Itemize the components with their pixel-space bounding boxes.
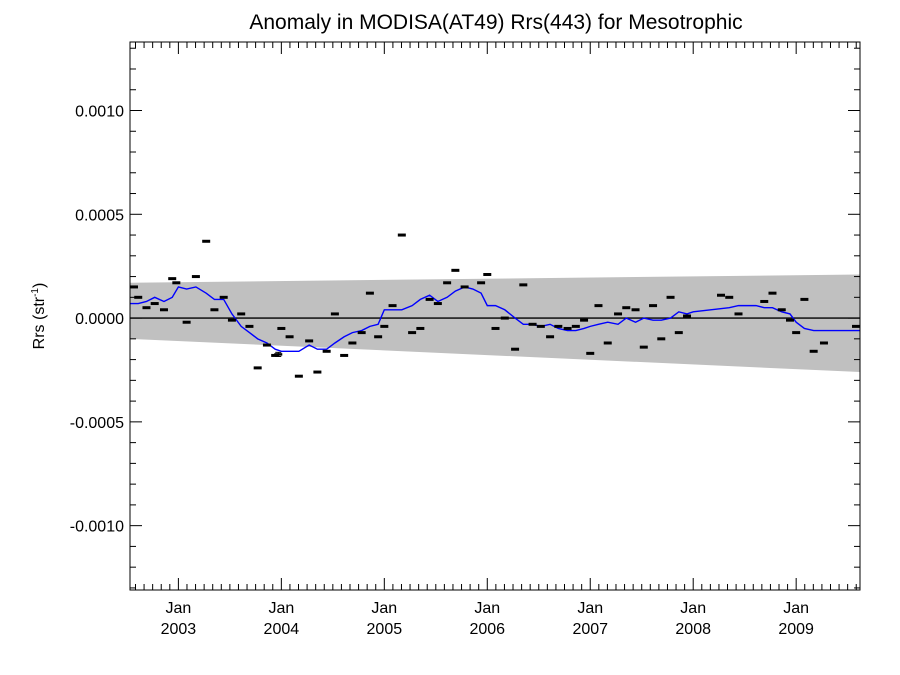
x-tick-month-label: Jan (680, 600, 706, 617)
y-tick-label: -0.0010 (70, 519, 124, 536)
y-axis-tick-labels: 0.0010 0.0005 0.0000 -0.0005 -0.0010 (70, 104, 124, 536)
x-tick-year-label: 2005 (367, 621, 403, 638)
x-tick-year-label: 2009 (778, 621, 814, 638)
x-tick-month-label: Jan (268, 600, 294, 617)
monthly-anomaly-points (130, 233, 860, 378)
x-tick-year-label: 2007 (572, 621, 608, 638)
plot-area (129, 41, 861, 591)
y-axis-label-main: Rrs (str (31, 296, 48, 349)
confidence-band-layer (130, 274, 860, 373)
x-tick-month-label: Jan (165, 600, 191, 617)
error-bar-point (274, 351, 283, 357)
confidence-band (130, 274, 860, 373)
x-tick-year-label: 2004 (264, 621, 300, 638)
running-mean-line (130, 286, 860, 352)
x-tick-month-label: Jan (474, 600, 500, 617)
x-tick-year-label: 2006 (469, 621, 505, 638)
x-tick-year-label: 2008 (675, 621, 711, 638)
x-tick-month-label: Jan (783, 600, 809, 617)
x-axis-tick-labels: Jan 2003 Jan 2004 Jan 2005 Jan 2006 Jan 2007 Jan 20… (161, 600, 814, 638)
x-tick-month-label: Jan (371, 600, 397, 617)
axis-ticks (130, 42, 860, 590)
chart-title: Anomaly in MODISA(AT49) Rrs(443) for Mes… (249, 11, 742, 34)
x-tick-month-label: Jan (577, 600, 603, 617)
y-tick-label: 0.0005 (75, 207, 124, 224)
y-axis-label: Rrs (str-1) (30, 283, 48, 350)
x-tick-year-label: 2003 (161, 621, 197, 638)
y-tick-label: 0.0000 (75, 311, 124, 328)
y-tick-label: -0.0005 (70, 415, 124, 432)
y-axis-label-close: ) (31, 283, 48, 288)
y-axis-label-superscript: -1 (30, 288, 41, 297)
y-tick-label: 0.0010 (75, 104, 124, 121)
plot-frame (129, 41, 861, 591)
running-mean-layer (130, 286, 860, 352)
